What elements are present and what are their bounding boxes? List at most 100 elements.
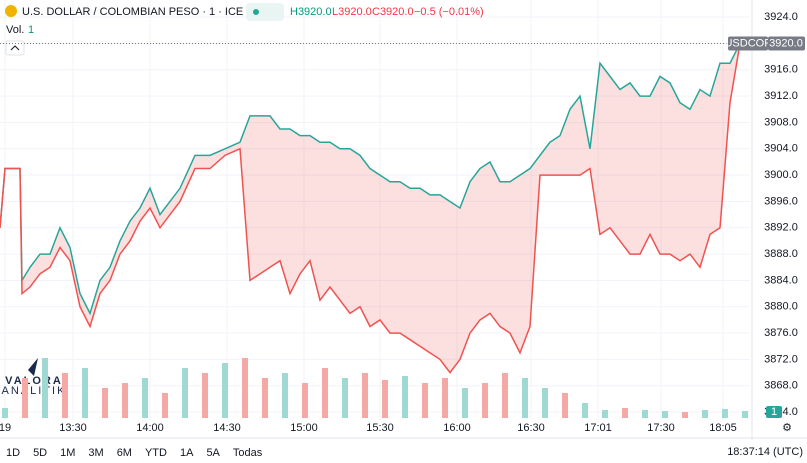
x-tick-label: 17:30	[647, 422, 675, 434]
y-tick-label: 3912.0	[764, 90, 798, 102]
volume-bar	[562, 393, 568, 418]
volume-title: Vol.	[6, 24, 24, 36]
volume-bar	[302, 383, 308, 418]
volume-bar	[2, 408, 8, 418]
volume-bar	[382, 380, 388, 418]
x-tick-label: 17:01	[584, 422, 612, 434]
volume-bar	[482, 383, 488, 418]
symbol-icon	[5, 5, 17, 17]
volume-bar	[442, 378, 448, 418]
volume-bar	[602, 410, 608, 418]
volume-bar	[322, 368, 328, 418]
range-button[interactable]: YTD	[145, 447, 167, 459]
price-line	[0, 43, 741, 316]
symbol-tag	[728, 36, 768, 51]
volume-value: 1	[28, 24, 34, 36]
clock: 18:37:14 (UTC)	[727, 446, 803, 458]
volume-bar	[702, 410, 708, 418]
x-tick-label: 16:30	[517, 422, 545, 434]
volume-bar	[502, 373, 508, 418]
volume-bar	[42, 358, 48, 418]
volume-bar	[162, 393, 168, 418]
y-tick-label: 3884.0	[764, 274, 798, 286]
x-tick-label: 14:00	[136, 422, 164, 434]
y-tick-label: 3916.0	[764, 64, 798, 76]
band-fill	[0, 43, 740, 373]
y-tick-label: 3892.0	[764, 222, 798, 234]
symbol-title: U.S. DOLLAR / COLOMBIAN PESO · 1 · ICE	[22, 6, 243, 18]
range-button[interactable]: 3M	[88, 447, 103, 459]
volume-bar	[202, 373, 208, 418]
volume-bar	[122, 383, 128, 418]
y-tick-label: 3904.0	[764, 143, 798, 155]
status-dot	[253, 9, 259, 15]
volume-bar	[182, 368, 188, 418]
range-button[interactable]: 5A	[206, 447, 220, 459]
x-tick-label: 15:30	[366, 422, 394, 434]
x-tick-label: 13:30	[59, 422, 87, 434]
y-tick-label: 3900.0	[764, 169, 798, 181]
range-button[interactable]: 5D	[33, 447, 47, 459]
header: U.S. DOLLAR / COLOMBIAN PESO · 1 · ICE H…	[5, 3, 484, 56]
range-button[interactable]: 1A	[180, 447, 194, 459]
range-button[interactable]: 6M	[117, 447, 132, 459]
volume-bar	[422, 383, 428, 418]
ohlc-close: C3920.0	[372, 6, 414, 18]
x-tick-label: 18:05	[709, 422, 737, 434]
volume-bar	[262, 378, 268, 418]
logo-subtext: ANALITIK	[2, 385, 67, 397]
volume-bar	[282, 373, 288, 418]
y-tick-label: 3880.0	[764, 301, 798, 313]
volume-bar	[62, 373, 68, 418]
volume-bar	[102, 388, 108, 418]
volume-tag-text: 1	[771, 406, 777, 418]
y-tick-label: 3896.0	[764, 195, 798, 207]
price-line	[0, 43, 741, 374]
y-tick-label: 3876.0	[764, 327, 798, 339]
symbol-tag-text: USDCOP	[724, 37, 771, 49]
price-tag-text: 3920.0	[769, 37, 803, 49]
range-button[interactable]: 1M	[60, 447, 75, 459]
volume-bar	[22, 378, 28, 418]
volume-tag	[766, 406, 782, 418]
volume-bar	[662, 411, 668, 418]
settings-icon[interactable]: ⚙	[782, 422, 792, 434]
grid	[0, 0, 750, 420]
status-badge	[246, 3, 284, 21]
x-tick-label: 14:30	[213, 422, 241, 434]
volume-bar	[342, 378, 348, 418]
volume-bar	[622, 408, 628, 418]
ohlc-change: −0.5 (−0.01%)	[414, 6, 484, 18]
y-tick-label: 3872.0	[764, 353, 798, 365]
x-tick-label: 15:00	[290, 422, 318, 434]
y-tick-label: 3924.0	[764, 11, 798, 23]
y-tick-label: 3908.0	[764, 116, 798, 128]
toolbar: 1D 5D 1M 3M 6M YTD 1A 5A Todas	[6, 447, 263, 459]
y-tick-label: 3888.0	[764, 248, 798, 260]
range-button[interactable]: Todas	[233, 447, 263, 459]
ohlc-high: H3920.0	[290, 6, 332, 18]
volume-bar	[742, 411, 748, 418]
volume-bar	[402, 376, 408, 418]
volume-bar	[82, 368, 88, 418]
y-tick-label: 3868.0	[764, 380, 798, 392]
volume-bar	[222, 363, 228, 418]
volume-bar	[242, 358, 248, 418]
volume-bar	[642, 410, 648, 418]
volume-bar	[142, 378, 148, 418]
volume-bar	[682, 412, 688, 418]
collapse-icon	[10, 45, 20, 51]
price-tag	[768, 36, 805, 51]
collapse-button[interactable]	[5, 40, 25, 56]
x-tick-label: 16:00	[443, 422, 471, 434]
volume-bar	[522, 378, 528, 418]
ohlc-low: L3920.0	[332, 6, 372, 18]
x-tick-label: 19	[0, 422, 11, 434]
volume-bar	[582, 403, 588, 418]
volume-bar	[462, 388, 468, 418]
volume-bar	[722, 409, 728, 418]
logo-mark	[28, 358, 38, 376]
range-button[interactable]: 1D	[6, 447, 20, 459]
volume-bar	[542, 388, 548, 418]
